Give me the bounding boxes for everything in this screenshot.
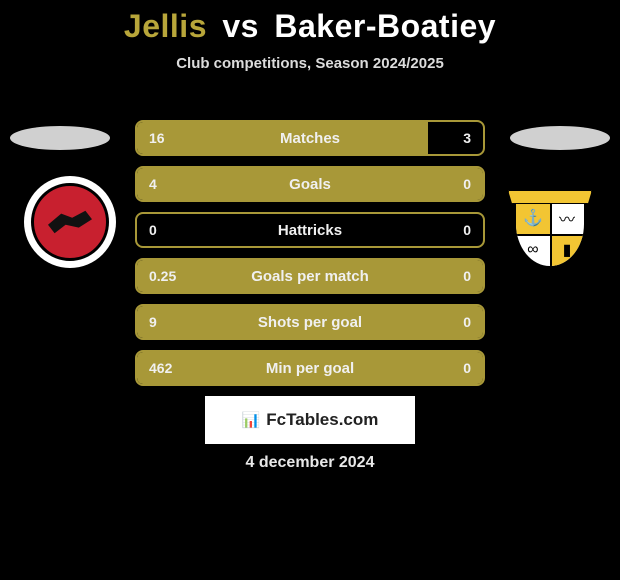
branding-text: FcTables.com bbox=[266, 410, 378, 430]
club-crest-right: ⚓ 〰 ∞ ▮ bbox=[504, 176, 596, 268]
stat-label: Matches bbox=[137, 122, 483, 154]
stat-row: 9Shots per goal0 bbox=[135, 304, 485, 340]
stat-row: 4Goals0 bbox=[135, 166, 485, 202]
bottle-icon: ▮ bbox=[563, 240, 572, 260]
stat-label: Goals per match bbox=[137, 260, 483, 292]
swirl-icon: 〰 bbox=[559, 206, 575, 230]
stat-row: 462Min per goal0 bbox=[135, 350, 485, 386]
stat-label: Goals bbox=[137, 168, 483, 200]
stat-label: Min per goal bbox=[137, 352, 483, 384]
title-player-right: Baker-Boatiey bbox=[274, 8, 496, 44]
ellipse-left bbox=[10, 126, 110, 150]
stat-row: 0.25Goals per match0 bbox=[135, 258, 485, 294]
title-player-left: Jellis bbox=[124, 8, 207, 44]
swift-bird-icon bbox=[48, 208, 92, 236]
stat-value-right: 0 bbox=[463, 352, 471, 384]
anchor-icon: ⚓ bbox=[523, 208, 543, 228]
knot-icon: ∞ bbox=[527, 241, 538, 259]
subtitle: Club competitions, Season 2024/2025 bbox=[0, 55, 620, 72]
stat-row: 0Hattricks0 bbox=[135, 212, 485, 248]
stat-value-right: 3 bbox=[463, 122, 471, 154]
stat-label: Hattricks bbox=[137, 214, 483, 246]
stat-row: 16Matches3 bbox=[135, 120, 485, 156]
walsall-crest bbox=[24, 176, 116, 268]
club-crest-left bbox=[24, 176, 116, 268]
branding: 📊 FcTables.com bbox=[205, 396, 415, 444]
chart-icon: 📊 bbox=[242, 411, 261, 429]
stat-value-right: 0 bbox=[463, 260, 471, 292]
stats-comparison: 16Matches34Goals00Hattricks00.25Goals pe… bbox=[135, 120, 485, 396]
stat-value-right: 0 bbox=[463, 168, 471, 200]
portvale-crest: ⚓ 〰 ∞ ▮ bbox=[504, 176, 596, 268]
page-title: Jellis vs Baker-Boatiey bbox=[0, 0, 620, 45]
ellipse-right bbox=[510, 126, 610, 150]
stat-label: Shots per goal bbox=[137, 306, 483, 338]
title-vs: vs bbox=[222, 8, 259, 44]
date: 4 december 2024 bbox=[0, 454, 620, 472]
stat-value-right: 0 bbox=[463, 214, 471, 246]
stat-value-right: 0 bbox=[463, 306, 471, 338]
